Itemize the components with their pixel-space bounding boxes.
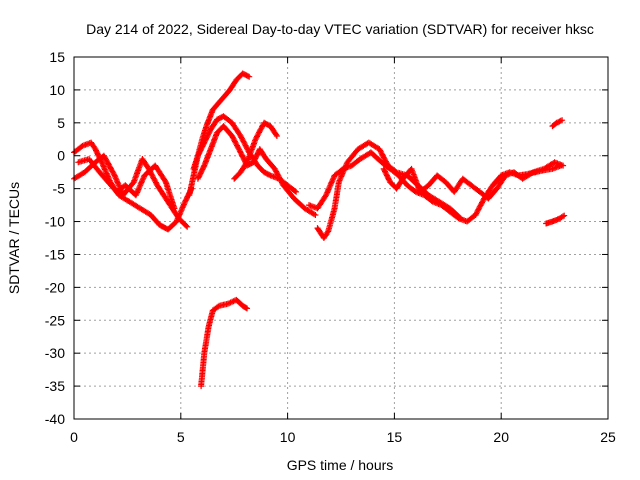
x-tick-label: 25 (600, 429, 616, 445)
y-tick-label: 5 (57, 115, 65, 131)
series-sat-j (380, 159, 567, 202)
y-tick-label: -30 (45, 345, 65, 361)
data-point-markers (549, 117, 566, 130)
x-tick-label: 5 (177, 429, 185, 445)
series-sat-k (198, 296, 250, 390)
x-axis-label: GPS time / hours (287, 457, 394, 473)
data-point-markers (198, 296, 250, 390)
y-tick-label: 15 (49, 49, 65, 65)
y-tick-label: -5 (53, 181, 66, 197)
x-tick-label: 10 (280, 429, 296, 445)
data-point-markers (194, 123, 319, 218)
data-point-markers (380, 159, 567, 202)
series-sat-c (75, 156, 178, 212)
series-sat-f (194, 123, 319, 218)
plot-frame (73, 56, 609, 420)
y-tick-label: -35 (45, 378, 65, 394)
series-sat-h (314, 139, 464, 241)
x-tick-label: 0 (70, 429, 78, 445)
data-point-markers (306, 149, 564, 225)
y-tick-label: -20 (45, 279, 65, 295)
series-sat-m (549, 117, 566, 130)
x-tick-label: 15 (387, 429, 403, 445)
x-tick-label: 20 (493, 429, 509, 445)
chart-title: Day 214 of 2022, Sidereal Day-to-day VTE… (86, 21, 594, 37)
data-points (71, 70, 568, 390)
data-point-markers (75, 156, 178, 212)
series-sat-i (306, 149, 564, 225)
y-tick-label: 10 (49, 82, 65, 98)
axis-ticks: 0 5 10 15 20 25 15 10 5 0 -5 -10 -15 -20 -25 -30 -35 -40 (45, 49, 616, 445)
series-sat-g (231, 119, 280, 182)
y-axis-label: SDTVAR / TECUs (6, 182, 22, 294)
y-tick-label: -40 (45, 411, 65, 427)
y-tick-label: -25 (45, 312, 65, 328)
y-tick-label: -10 (45, 214, 65, 230)
data-point-markers (314, 139, 464, 241)
data-point-markers (543, 212, 568, 227)
series-sat-l (543, 212, 568, 227)
data-point-markers (231, 119, 280, 182)
grid-lines (74, 57, 608, 419)
y-tick-label: 0 (57, 148, 65, 164)
y-tick-label: -15 (45, 246, 65, 262)
